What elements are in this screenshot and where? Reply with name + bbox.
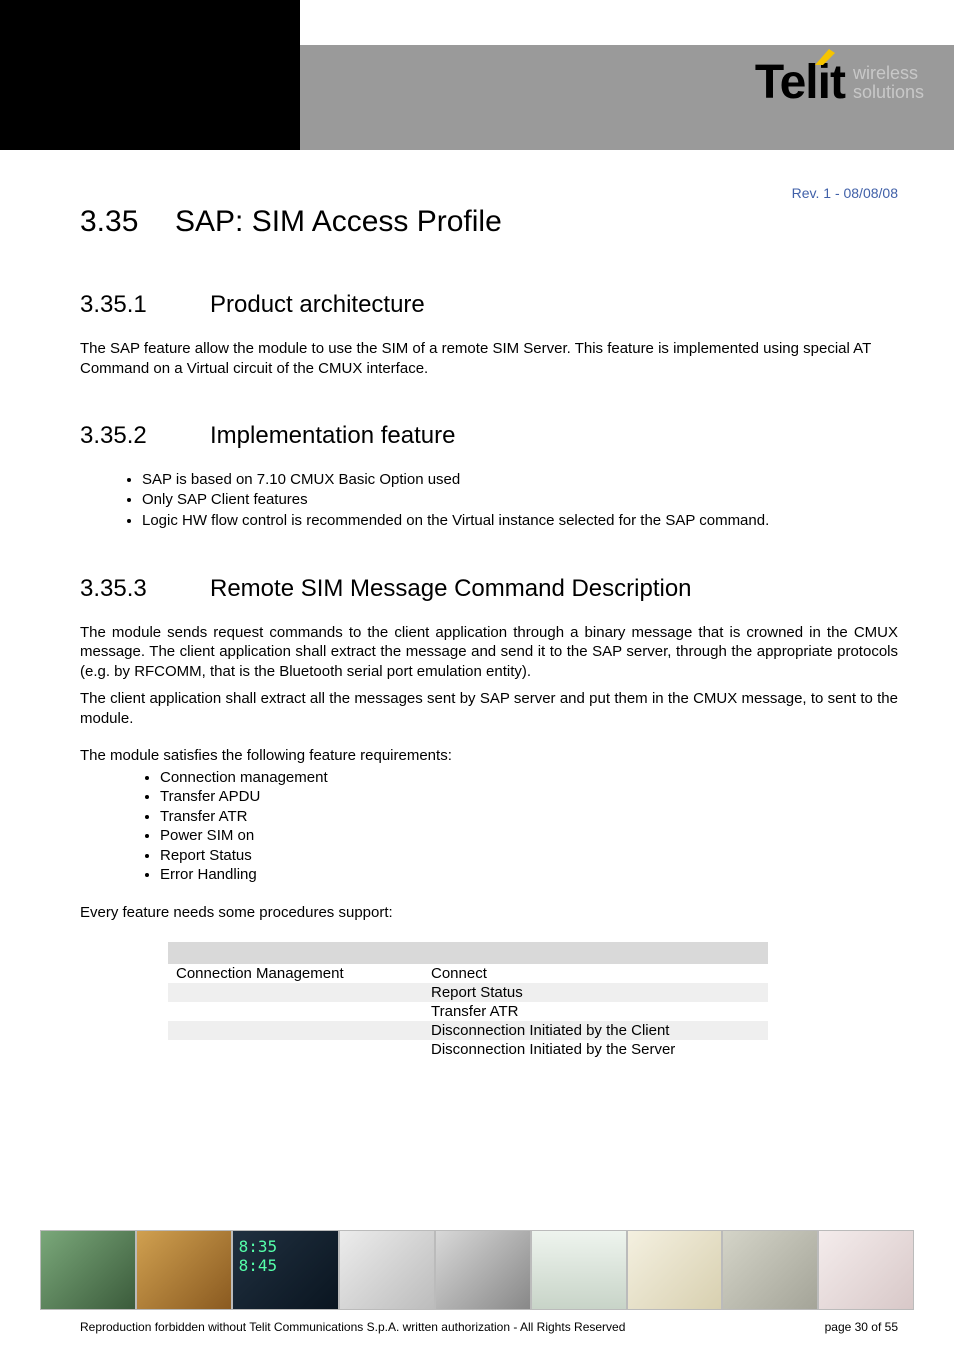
h2-impl-number: 3.35.2 bbox=[80, 422, 210, 450]
feature-item: Transfer ATR bbox=[160, 807, 898, 827]
h2-remote: 3.35.3Remote SIM Message Command Descrip… bbox=[80, 575, 898, 603]
footer-page-number: page 30 of 55 bbox=[825, 1320, 898, 1334]
logo-accent-icon bbox=[813, 47, 837, 67]
table-header-cell bbox=[168, 942, 423, 964]
features-lead: The module satisfies the following featu… bbox=[80, 746, 898, 766]
h2-arch: 3.35.1Product architecture bbox=[80, 291, 898, 319]
footer-tile bbox=[40, 1230, 136, 1310]
table-cell bbox=[168, 1002, 423, 1021]
logo-tagline: wireless solutions bbox=[853, 64, 924, 102]
footer-tile: 8:358:45 bbox=[232, 1230, 340, 1310]
h1-number: 3.35 bbox=[80, 205, 175, 239]
table-cell: Connection Management bbox=[168, 964, 423, 983]
footer-copyright: Reproduction forbidden without Telit Com… bbox=[80, 1320, 625, 1334]
feature-item: Report Status bbox=[160, 846, 898, 866]
remote-para-2: The client application shall extract all… bbox=[80, 689, 898, 728]
footer-text-row: Reproduction forbidden without Telit Com… bbox=[80, 1320, 898, 1334]
impl-bullet: SAP is based on 7.10 CMUX Basic Option u… bbox=[142, 470, 898, 490]
table-cell: Connect bbox=[423, 964, 768, 983]
features-list: Connection management Transfer APDU Tran… bbox=[80, 768, 898, 885]
table-cell: Transfer ATR bbox=[423, 1002, 768, 1021]
h2-impl-title: Implementation feature bbox=[210, 422, 455, 449]
impl-bullet-list: SAP is based on 7.10 CMUX Basic Option u… bbox=[80, 470, 898, 531]
footer-tile bbox=[627, 1230, 723, 1310]
table: Connection Management Connect Report Sta… bbox=[168, 942, 768, 1059]
procedures-lead: Every feature needs some procedures supp… bbox=[80, 903, 898, 923]
footer-tile bbox=[531, 1230, 627, 1310]
table-header-cell bbox=[423, 942, 768, 964]
footer-tile bbox=[435, 1230, 531, 1310]
footer-tile bbox=[339, 1230, 435, 1310]
impl-bullet: Logic HW flow control is recommended on … bbox=[142, 511, 898, 531]
footer-tile bbox=[136, 1230, 232, 1310]
h2-arch-title: Product architecture bbox=[210, 291, 425, 318]
impl-bullet: Only SAP Client features bbox=[142, 490, 898, 510]
feature-item: Error Handling bbox=[160, 865, 898, 885]
feature-item: Transfer APDU bbox=[160, 787, 898, 807]
h1-heading: 3.35SAP: SIM Access Profile bbox=[80, 205, 898, 239]
tagline-line-1: wireless bbox=[853, 64, 924, 83]
table-row: Disconnection Initiated by the Server bbox=[168, 1040, 768, 1059]
revision-text: Rev. 1 - 08/08/08 bbox=[80, 185, 898, 201]
feature-item: Power SIM on bbox=[160, 826, 898, 846]
footer-image-strip: 8:358:45 bbox=[40, 1230, 914, 1310]
footer-tile bbox=[818, 1230, 914, 1310]
page-content: Rev. 1 - 08/08/08 3.35SAP: SIM Access Pr… bbox=[0, 150, 954, 1059]
logo-text: Telit bbox=[755, 55, 845, 110]
h2-impl: 3.35.2Implementation feature bbox=[80, 422, 898, 450]
table-cell: Disconnection Initiated by the Server bbox=[423, 1040, 768, 1059]
h2-remote-number: 3.35.3 bbox=[80, 575, 210, 603]
procedures-table: Connection Management Connect Report Sta… bbox=[168, 942, 768, 1059]
table-cell: Disconnection Initiated by the Client bbox=[423, 1021, 768, 1040]
table-row: Report Status bbox=[168, 983, 768, 1002]
table-cell bbox=[168, 1021, 423, 1040]
h2-remote-title: Remote SIM Message Command Description bbox=[210, 575, 692, 602]
tagline-line-2: solutions bbox=[853, 83, 924, 102]
footer-tile bbox=[722, 1230, 818, 1310]
h1-title: SAP: SIM Access Profile bbox=[175, 205, 502, 238]
table-cell: Report Status bbox=[423, 983, 768, 1002]
header-black-box bbox=[0, 0, 300, 150]
table-header-row bbox=[168, 942, 768, 964]
logo: Telit wireless solutions bbox=[755, 55, 924, 110]
table-row: Transfer ATR bbox=[168, 1002, 768, 1021]
remote-para-1: The module sends request commands to the… bbox=[80, 623, 898, 682]
h2-arch-number: 3.35.1 bbox=[80, 291, 210, 319]
page-header: Telit wireless solutions bbox=[0, 0, 954, 150]
table-cell bbox=[168, 983, 423, 1002]
table-row: Disconnection Initiated by the Client bbox=[168, 1021, 768, 1040]
feature-item: Connection management bbox=[160, 768, 898, 788]
arch-paragraph: The SAP feature allow the module to use … bbox=[80, 339, 898, 378]
table-cell bbox=[168, 1040, 423, 1059]
table-row: Connection Management Connect bbox=[168, 964, 768, 983]
